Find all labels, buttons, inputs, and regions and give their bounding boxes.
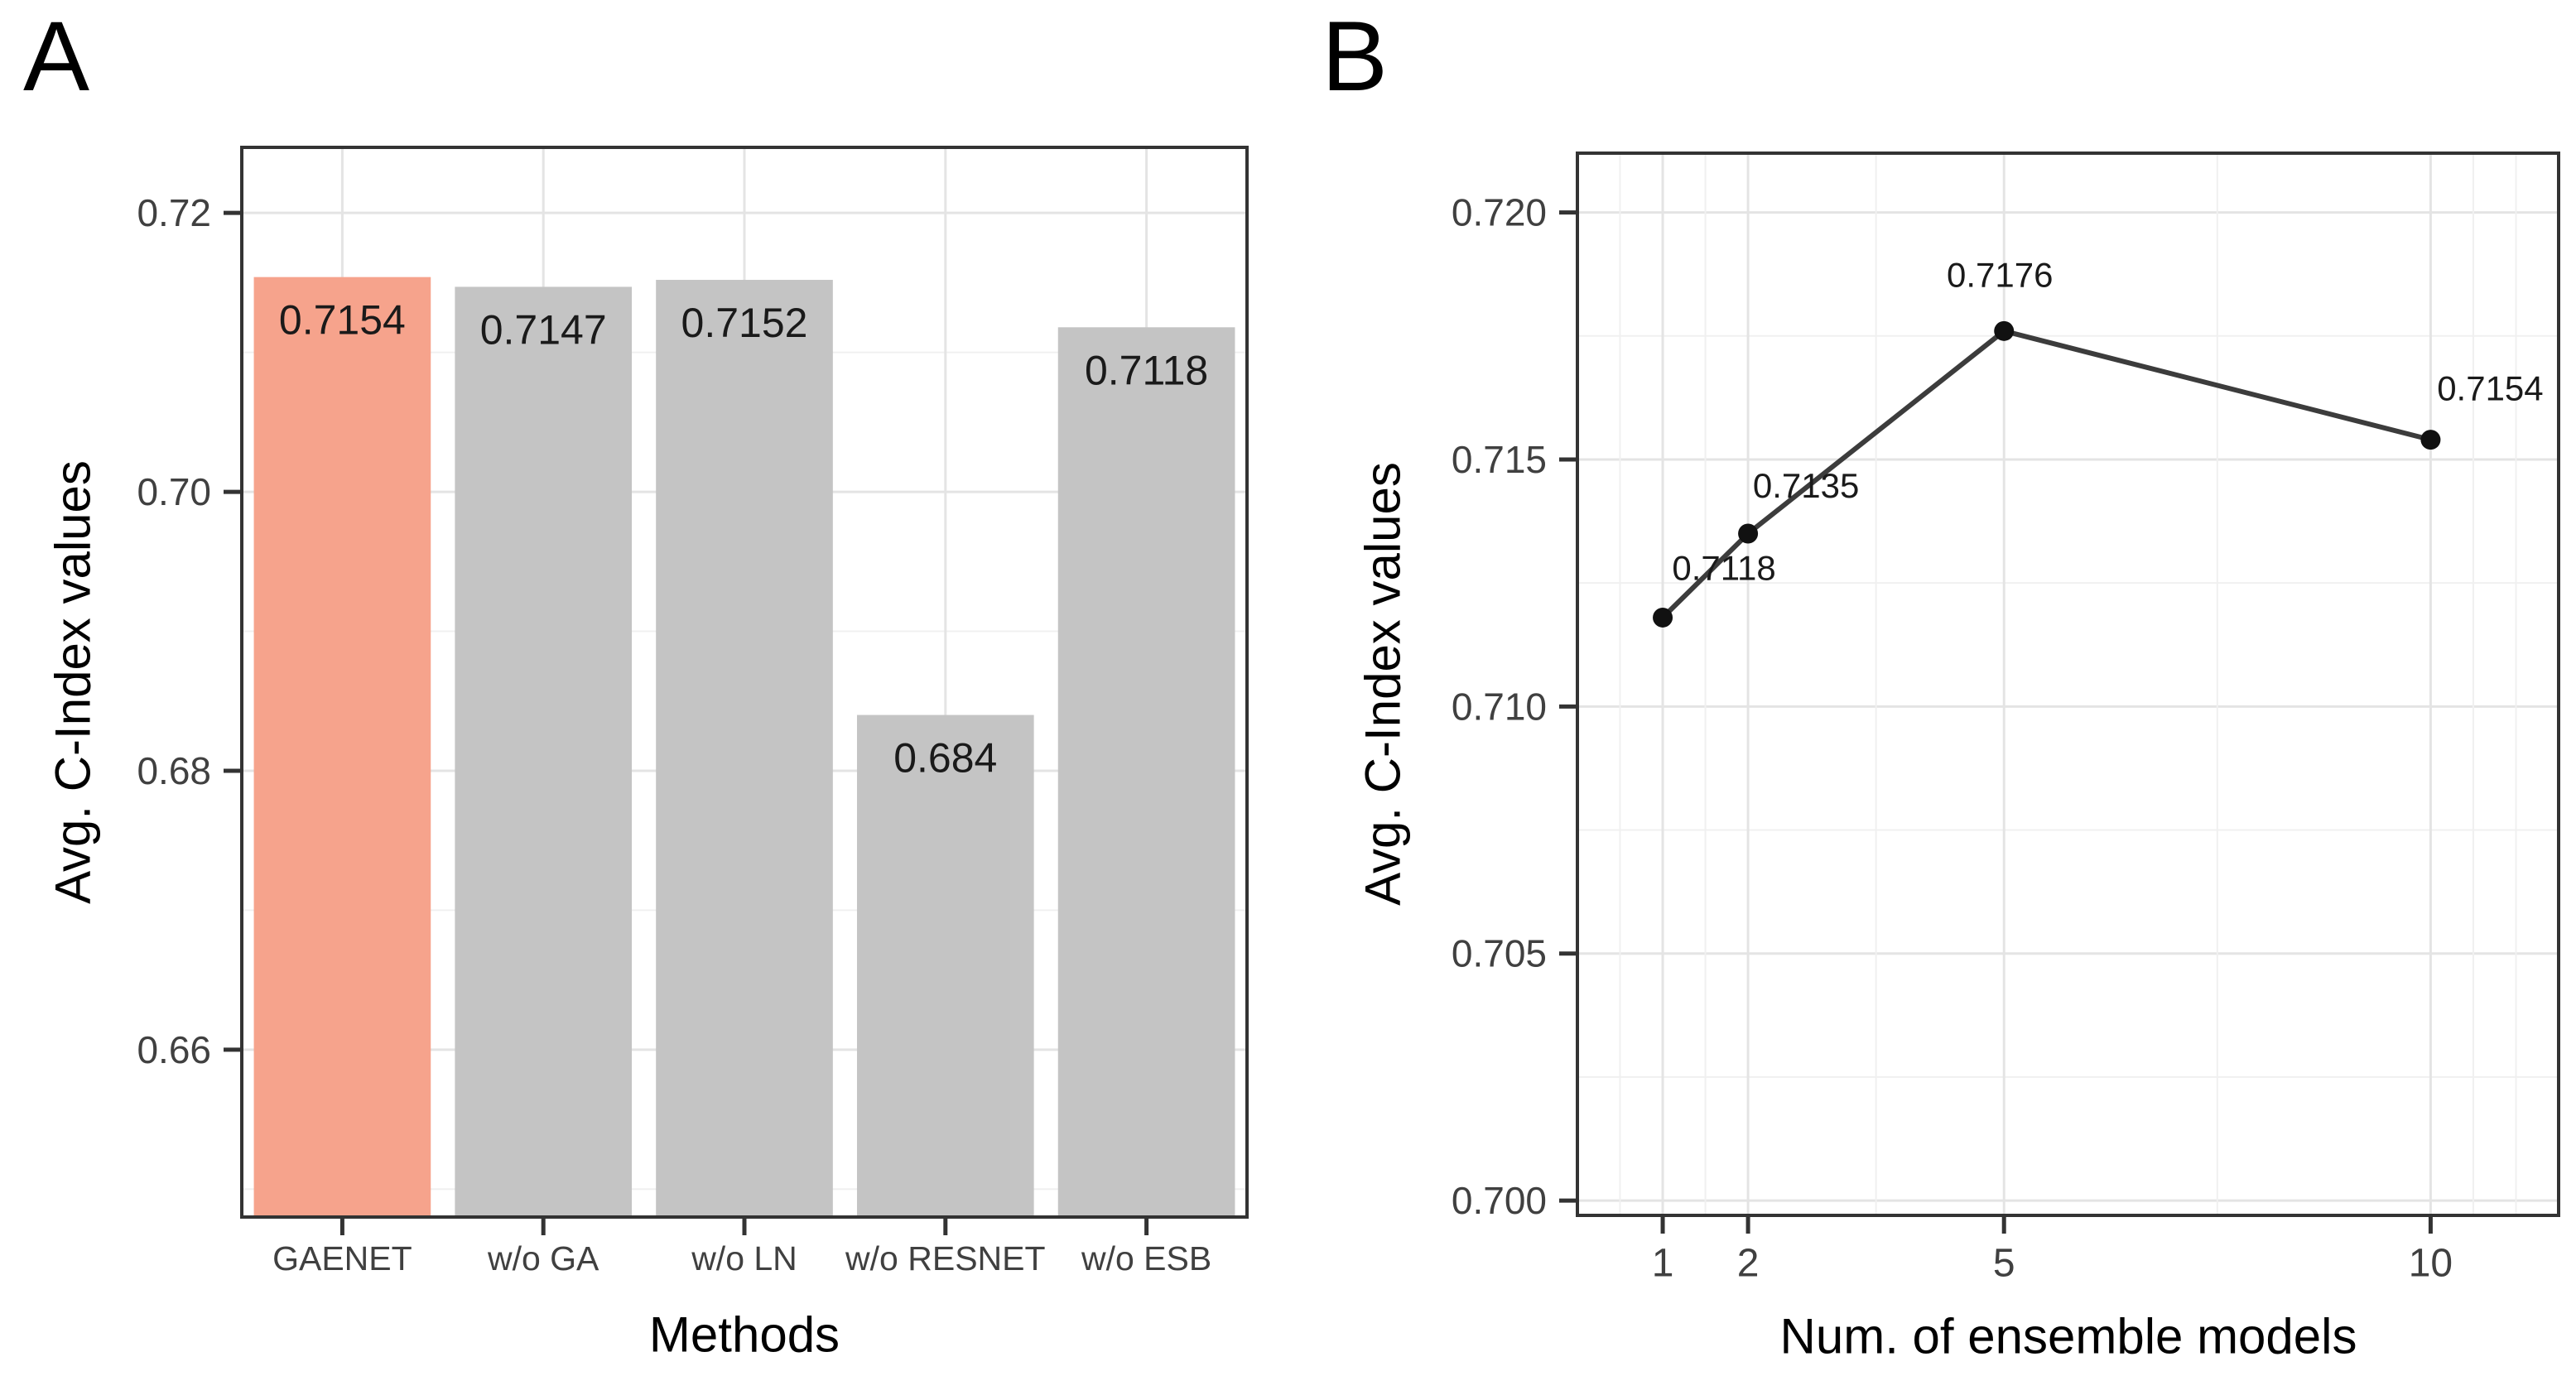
data-point-x10: [2420, 430, 2441, 450]
y-tick-label: 0.68: [137, 749, 211, 792]
data-point-x5: [1994, 320, 2015, 341]
bar-value-label: 0.684: [893, 735, 997, 782]
x-tick-label: w/o LN: [691, 1239, 797, 1277]
x-tick-label: 5: [1993, 1242, 2015, 1286]
y-tick-label: 0.710: [1452, 685, 1547, 728]
y-tick-label: 0.720: [1452, 191, 1547, 234]
y-tick-label: 0.705: [1452, 932, 1547, 975]
panel-a-label: A: [23, 1, 90, 112]
bar-value-label: 0.7154: [279, 297, 406, 344]
x-tick-label: w/o RESNET: [845, 1239, 1046, 1277]
point-value-label: 0.7176: [1947, 255, 2053, 294]
x-tick-label: 2: [1737, 1242, 1760, 1286]
panel-b-line-chart: 0.7118 0.7135 0.7176 0.7154 0.700 0.705 0.710 0…: [1452, 152, 2560, 1286]
panel-a-bar-chart: 0.7154 0.7147 0.7152 0.684 0.7118 0.66 0.68 0.7…: [137, 146, 1249, 1277]
point-value-label: 0.7135: [1753, 466, 1859, 505]
data-point-x1: [1653, 607, 1673, 628]
y-tick-label: 0.715: [1452, 438, 1547, 481]
panel-b-label: B: [1322, 1, 1389, 112]
panel-border: [1576, 152, 2560, 1217]
x-tick-label: w/o GA: [487, 1239, 599, 1277]
bar-value-label: 0.7147: [480, 306, 607, 353]
bar-value-label: 0.7118: [1085, 347, 1208, 393]
y-tick-label: 0.700: [1452, 1179, 1547, 1222]
x-tick-label: 10: [2409, 1242, 2453, 1286]
panel-b-x-axis-title: Num. of ensemble models: [1779, 1308, 2357, 1364]
y-tick-label: 0.66: [137, 1028, 211, 1071]
bar-w-o-resnet: [856, 714, 1034, 1217]
grid: [1577, 153, 2559, 1215]
bar-w-o-esb: [1057, 327, 1235, 1217]
bar-w-o-ga: [455, 286, 633, 1217]
data-point-x2: [1738, 523, 1759, 544]
y-tick-label: 0.72: [137, 191, 211, 234]
bar-value-label: 0.7152: [681, 300, 808, 346]
y-tick-label: 0.70: [137, 470, 211, 513]
bar-gaenet: [253, 277, 431, 1217]
data-line: [1660, 328, 2434, 620]
panel-a-x-axis-title: Methods: [648, 1306, 840, 1363]
point-value-label: 0.7154: [2437, 369, 2543, 408]
point-value-label: 0.7118: [1672, 548, 1775, 587]
x-tick-label: w/o ESB: [1081, 1239, 1211, 1277]
bar-w-o-ln: [656, 280, 833, 1217]
x-tick-label: 1: [1652, 1242, 1674, 1286]
x-tick-label: GAENET: [272, 1239, 412, 1277]
